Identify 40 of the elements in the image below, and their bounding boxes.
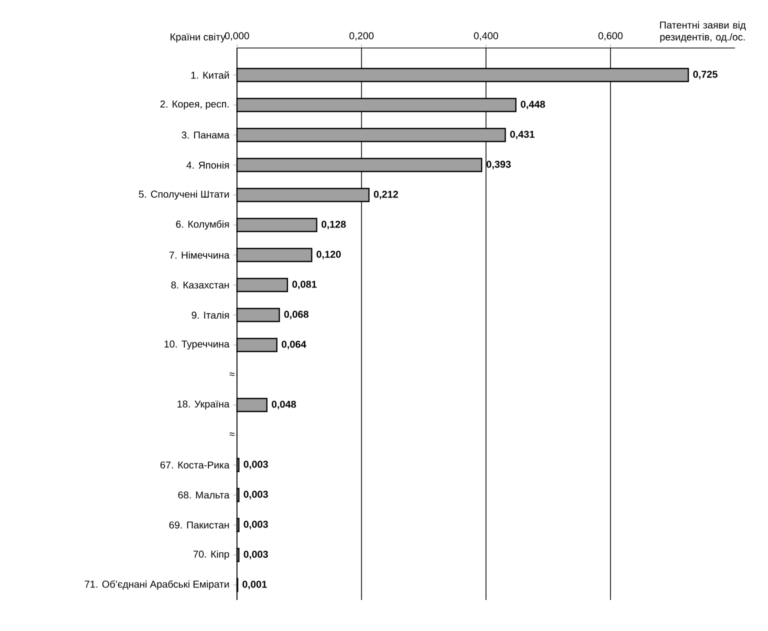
y-tick-label: 67. Коста-Рика (160, 461, 230, 469)
text: ≈ (230, 432, 234, 436)
data-label: 0,003 (244, 460, 268, 470)
y-tick-label: 69. Пакистан (169, 521, 229, 529)
y-tick-label: 18. Україна (178, 400, 230, 410)
x-axis-title: Патентні заяви від резидентів, од./ос. (660, 21, 746, 42)
y-tick-label: 8. Казахстан (171, 281, 229, 289)
data-label: 0,048 (272, 400, 296, 410)
data-label: 0,128 (322, 220, 346, 230)
y-tick-label: 71. Об’єднані Арабські Емірати (84, 580, 229, 590)
data-label: 0,003 (244, 550, 268, 560)
x-tick-label: 0,000 (224, 32, 250, 40)
y-tick-label: 5. Сполучені Штати (138, 190, 229, 200)
text: ≈ (230, 372, 234, 376)
data-label: 0,212 (374, 190, 398, 200)
y-tick-label: 1. Китай (191, 71, 229, 79)
data-label: 0,081 (292, 280, 317, 290)
x-tick-label: 0,200 (349, 32, 374, 40)
y-tick-label: 70. Кіпр (194, 550, 230, 560)
data-label: 0,003 (244, 520, 268, 530)
y-tick-label: 4. Японія (186, 161, 229, 169)
data-label: 0,448 (520, 100, 546, 110)
data-label: 0,001 (242, 580, 267, 590)
data-label: 0,068 (284, 310, 308, 320)
y-tick-label: 2. Корея, респ. (160, 100, 229, 110)
data-label: 0,431 (510, 130, 534, 140)
data-label: 0,393 (486, 160, 511, 170)
y-tick-label: 9. Італія (192, 311, 229, 319)
y-tick-label: 6. Колумбія (176, 220, 229, 230)
data-label: 0,003 (244, 490, 268, 500)
data-label: 0,725 (693, 70, 718, 80)
x-tick-label: 0,400 (474, 32, 498, 40)
y-tick-label: 7. Німеччина (170, 251, 230, 259)
y-tick-label: 10. Туреччина (164, 340, 230, 350)
x-tick-label: 0,600 (598, 32, 623, 40)
y-tick-label: 68. Мальта (178, 491, 230, 499)
data-label: 0,064 (282, 340, 306, 350)
data-label: 0,120 (316, 250, 341, 260)
y-axis-title: Країни світу (170, 33, 226, 42)
y-tick-label: 3. Панама (182, 131, 230, 139)
